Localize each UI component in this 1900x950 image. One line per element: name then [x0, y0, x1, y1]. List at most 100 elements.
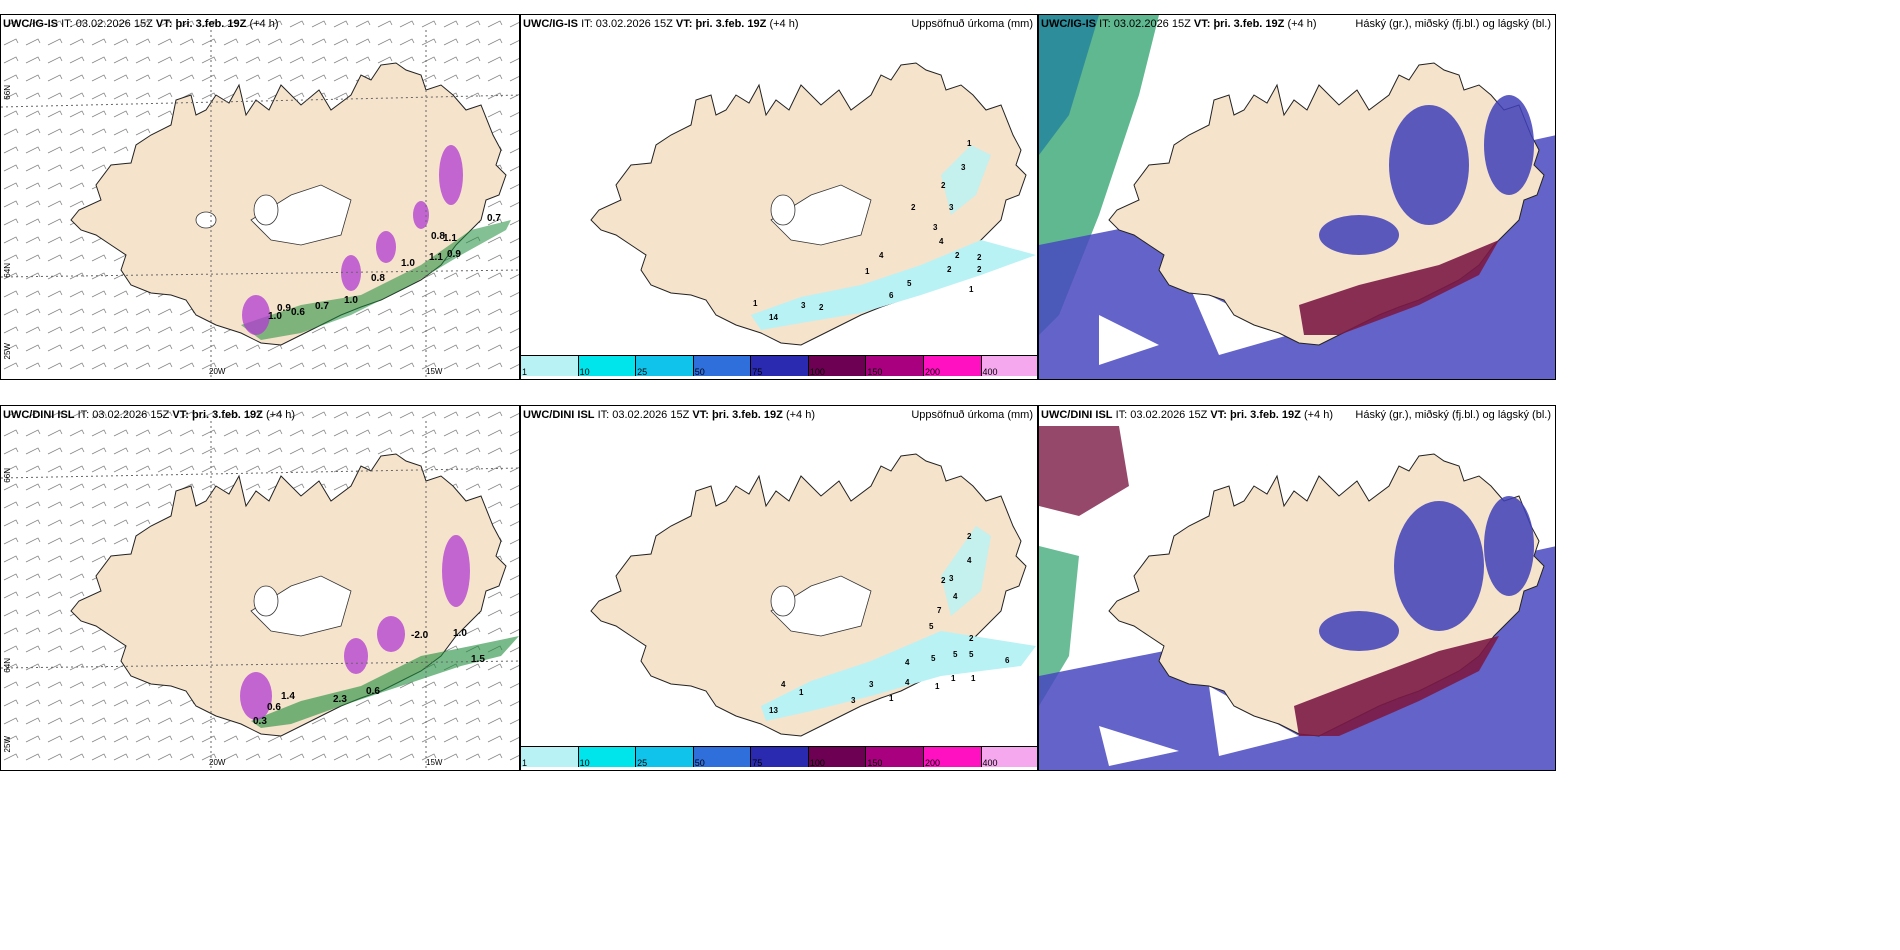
map-value: 0.7 — [487, 213, 501, 224]
legend-swatch: 10 — [578, 747, 637, 768]
map-value: 1.0 — [268, 311, 282, 322]
legend-swatch: 400 — [981, 747, 1037, 768]
panel-bottom-left: UWC/DINI ISL IT: 03.02.2026 15Z VT: þri.… — [0, 405, 520, 771]
lat-label-64: 64N — [3, 263, 12, 278]
map-value: 5 — [969, 650, 974, 659]
cloud-map — [1039, 406, 1555, 770]
map-value: 2 — [977, 265, 982, 274]
map-value: 0.8 — [431, 231, 445, 242]
map-value: 2 — [819, 303, 824, 312]
map-value: 1 — [889, 694, 894, 703]
precip-legend: 1 10 25 50 75 100 150 200 400 — [521, 746, 1037, 768]
panel-subtitle: Háský (gr.), miðský (fj.bl.) og lágský (… — [1355, 18, 1551, 30]
map-value: 1 — [865, 267, 870, 276]
map-value: 0.6 — [291, 307, 305, 318]
low-cloud-red-south — [1294, 636, 1499, 736]
map-value: 5 — [907, 279, 912, 288]
lat-label-66: 66N — [3, 85, 12, 100]
map-value: 4 — [939, 237, 944, 246]
panel-title: UWC/DINI ISL IT: 03.02.2026 15Z VT: þri.… — [1041, 409, 1333, 421]
map-value: 3 — [869, 680, 874, 689]
map-value: 14 — [769, 313, 778, 322]
map-value: 0.8 — [371, 273, 385, 284]
map-value: 0.9 — [447, 249, 461, 260]
map-value: 2 — [969, 634, 974, 643]
precip-map — [590, 62, 1036, 346]
lon-label-15: 15W — [426, 367, 443, 376]
map-value: 4 — [905, 678, 910, 687]
legend-swatch: 150 — [866, 356, 924, 377]
legend-swatch: 50 — [693, 356, 752, 377]
map-value: 0.6 — [267, 702, 281, 713]
wind-map — [1, 406, 519, 770]
legend-swatch: 1 — [521, 356, 579, 377]
map-value: 3 — [801, 301, 806, 310]
wind-map — [1, 15, 519, 379]
map-value: 4 — [967, 556, 972, 565]
legend-swatch: 50 — [693, 747, 752, 768]
glacier — [770, 184, 872, 246]
panel-title: UWC/IG-IS IT: 03.02.2026 15Z VT: þri. 3.… — [1041, 18, 1317, 30]
purple-shading — [242, 145, 463, 335]
legend-swatch: 150 — [866, 747, 924, 768]
map-value: 2 — [941, 576, 946, 585]
panel-title: UWC/IG-IS IT: 03.02.2026 15Z VT: þri. 3.… — [3, 18, 279, 30]
glacier — [250, 575, 352, 637]
map-value: 6 — [889, 291, 894, 300]
precip-legend: 1 10 25 50 75 100 150 200 400 — [521, 355, 1037, 377]
map-value: 1 — [935, 682, 940, 691]
low-cloud-red — [1039, 426, 1129, 516]
map-value: 1.0 — [453, 628, 467, 639]
map-value: 1 — [971, 674, 976, 683]
legend-swatch: 200 — [923, 356, 982, 377]
map-value: 3 — [949, 574, 954, 583]
panel-top-right: UWC/IG-IS IT: 03.02.2026 15Z VT: þri. 3.… — [1038, 14, 1556, 380]
map-value: 1.0 — [401, 258, 415, 269]
map-value: 1 — [969, 285, 974, 294]
purple-shading — [240, 535, 470, 720]
green-precip-band — [251, 636, 519, 728]
map-value: 2 — [911, 203, 916, 212]
green-precip-band — [241, 220, 511, 340]
map-value: 4 — [879, 251, 884, 260]
mid-cloud-over-land — [1319, 496, 1534, 651]
map-value: 6 — [1005, 656, 1010, 665]
panel-subtitle: Uppsöfnuð úrkoma (mm) — [911, 18, 1033, 30]
legend-swatch: 200 — [923, 747, 982, 768]
map-value: 4 — [905, 658, 910, 667]
map-value: 1 — [951, 674, 956, 683]
map-value: 4 — [781, 680, 786, 689]
map-value: 7 — [937, 606, 942, 615]
map-value: 3 — [961, 163, 966, 172]
lon-label-15: 15W — [426, 758, 443, 767]
lon-label-20: 20W — [209, 758, 226, 767]
map-value: 0.7 — [315, 301, 329, 312]
lon-label-25: 25W — [3, 343, 12, 360]
map-value: 1 — [753, 299, 758, 308]
panel-bottom-middle: UWC/DINI ISL IT: 03.02.2026 15Z VT: þri.… — [520, 405, 1038, 771]
glacier — [250, 184, 352, 246]
panel-subtitle: Uppsöfnuð úrkoma (mm) — [911, 409, 1033, 421]
map-value: 4 — [953, 592, 958, 601]
map-value: 1.4 — [281, 691, 295, 702]
map-value: 0.3 — [253, 716, 267, 727]
lon-label-25: 25W — [3, 736, 12, 753]
map-value: 2 — [955, 251, 960, 260]
lon-label-20: 20W — [209, 367, 226, 376]
map-value: 2 — [941, 181, 946, 190]
legend-swatch: 25 — [636, 356, 694, 377]
map-value: 2.3 — [333, 694, 347, 705]
lat-label-66: 66N — [3, 468, 12, 483]
map-value: 2 — [967, 532, 972, 541]
map-value: 1.1 — [443, 233, 457, 244]
legend-swatch: 75 — [751, 356, 809, 377]
legend-swatch: 75 — [751, 747, 809, 768]
map-value: 5 — [929, 622, 934, 631]
map-value: 0.9 — [277, 303, 291, 314]
panel-subtitle: Háský (gr.), miðský (fj.bl.) og lágský (… — [1355, 409, 1551, 421]
map-value: 1.0 — [344, 295, 358, 306]
map-value: 13 — [769, 706, 778, 715]
map-value: 1 — [799, 688, 804, 697]
map-value: 3 — [851, 696, 856, 705]
legend-swatch: 100 — [808, 356, 867, 377]
